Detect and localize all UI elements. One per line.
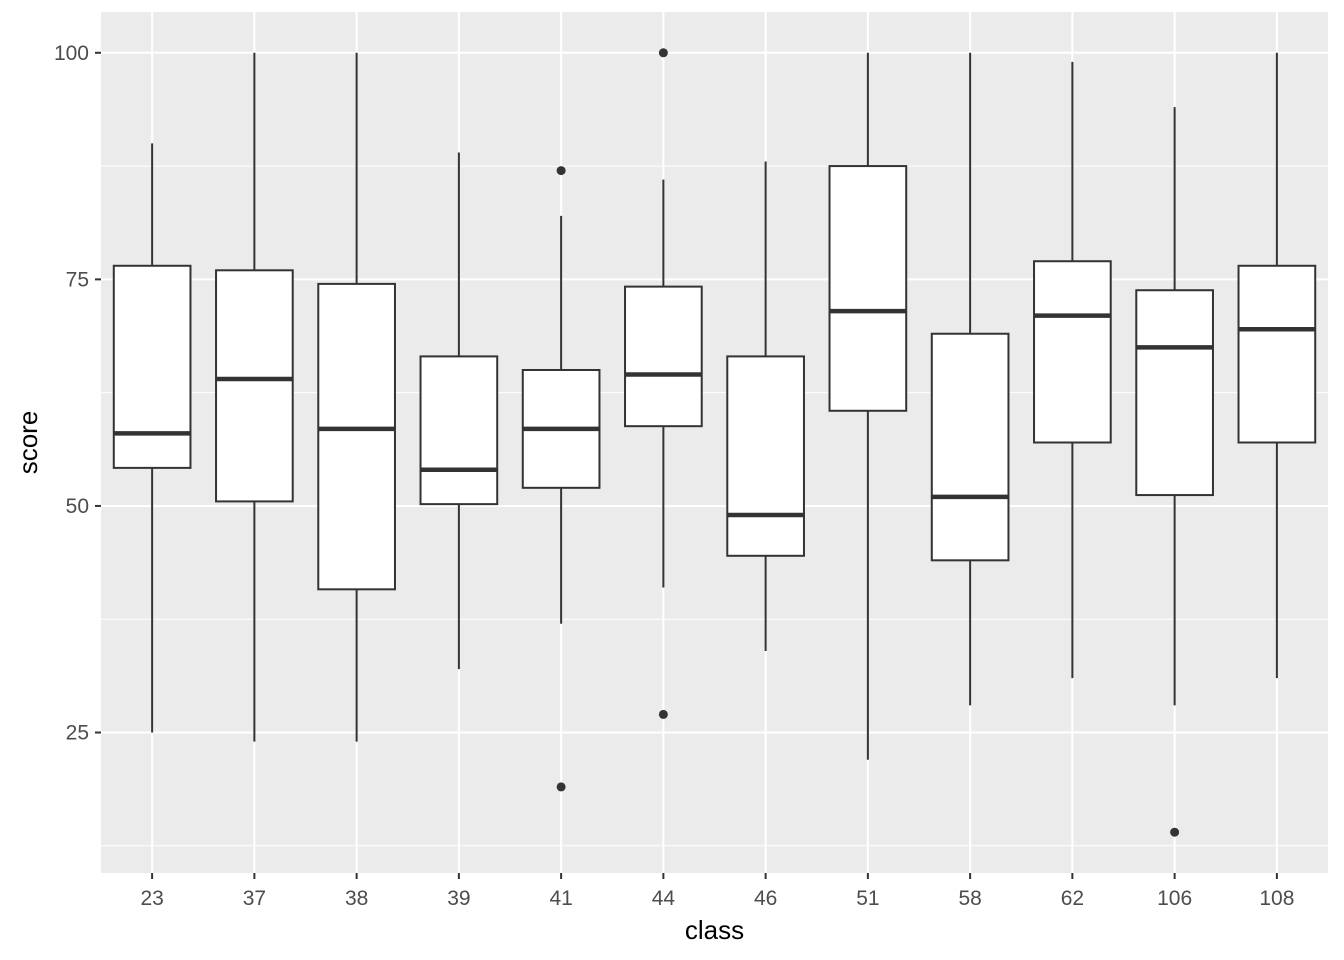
box-iqr (1033, 260, 1112, 444)
box-iqr (930, 332, 1010, 562)
x-tick-label: 62 (1061, 887, 1084, 910)
x-tick-label: 106 (1157, 887, 1192, 910)
box-62 (1033, 61, 1112, 679)
box-iqr (828, 165, 908, 412)
outlier-point (1170, 827, 1180, 837)
box-iqr (112, 264, 192, 469)
x-tick-label: 58 (958, 887, 981, 910)
box-iqr (1135, 289, 1214, 497)
box-44 (624, 48, 703, 719)
x-tick-label: 37 (243, 887, 266, 910)
y-tick-label: 100 (54, 42, 89, 65)
plot-panel (101, 12, 1328, 873)
outlier-point (556, 782, 566, 792)
outlier-point (658, 48, 668, 58)
y-axis-title: score (13, 411, 43, 475)
box-108 (1237, 52, 1317, 679)
x-tick-label: 38 (345, 887, 368, 910)
x-tick-label: 44 (652, 887, 676, 910)
box-41 (521, 166, 601, 792)
x-tick-label: 39 (447, 887, 470, 910)
box-46 (726, 161, 805, 651)
box-37 (215, 52, 294, 742)
x-tick-label: 41 (549, 887, 572, 910)
box-iqr (726, 355, 805, 557)
minor-gridlines (101, 165, 1328, 847)
x-tick-label: 46 (754, 887, 777, 910)
box-iqr (624, 285, 703, 428)
box-38 (317, 52, 396, 742)
box-23 (112, 143, 192, 733)
y-axis-ticks: 25 50 75 100 (54, 42, 101, 745)
x-axis-ticks: 23 37 38 39 41 44 46 51 58 62 106 108 (140, 873, 1294, 910)
x-axis-title: class (685, 915, 744, 945)
box-iqr (215, 269, 294, 503)
outlier-point (658, 709, 668, 719)
box-106 (1135, 107, 1214, 837)
y-tick-label: 25 (66, 722, 89, 745)
box-51 (828, 52, 908, 760)
box-58 (930, 52, 1010, 706)
box-39 (419, 152, 499, 670)
y-tick-label: 75 (66, 268, 89, 291)
box-series (112, 48, 1317, 837)
x-tick-label: 108 (1259, 887, 1294, 910)
x-tick-label: 23 (140, 887, 163, 910)
x-tick-label: 51 (856, 887, 879, 910)
outlier-point (556, 166, 566, 176)
y-tick-label: 50 (66, 495, 89, 518)
box-iqr (1237, 264, 1317, 444)
box-iqr (419, 355, 499, 506)
box-iqr (317, 282, 396, 591)
